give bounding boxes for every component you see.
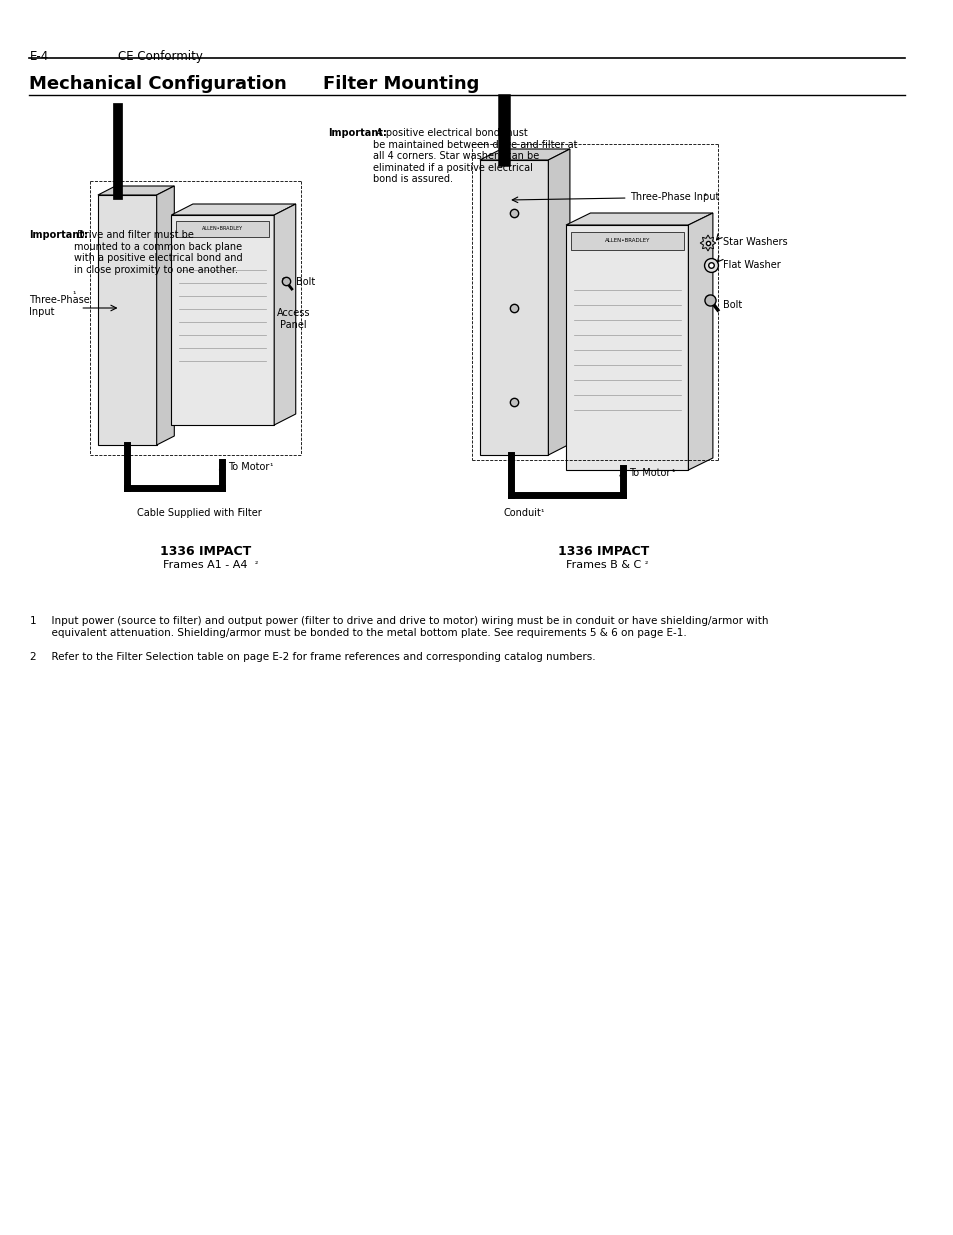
Text: E-4: E-4 [30,49,49,63]
Polygon shape [479,149,569,161]
Text: Refer to the Filter Selection table on page E-2 for frame references and corresp: Refer to the Filter Selection table on p… [45,652,595,662]
Text: Three-Phase
Input: Three-Phase Input [30,295,90,316]
Text: ¹: ¹ [540,508,543,517]
Polygon shape [565,225,688,471]
Text: ¹: ¹ [269,462,273,471]
Polygon shape [565,212,712,225]
Text: 1336 IMPACT: 1336 IMPACT [160,545,251,558]
Text: ¹: ¹ [702,191,706,201]
Text: Drive and filter must be
mounted to a common back plane
with a positive electric: Drive and filter must be mounted to a co… [74,230,243,275]
Polygon shape [98,186,174,195]
Bar [570,232,682,249]
Text: ¹: ¹ [72,290,75,299]
Text: To Motor: To Motor [228,462,270,472]
Text: Bolt: Bolt [722,300,741,310]
Text: Input power (source to filter) and output power (filter to drive and drive to mo: Input power (source to filter) and outpu… [45,616,768,637]
Text: Bolt: Bolt [295,277,314,287]
Text: 2: 2 [30,652,36,662]
Polygon shape [688,212,712,471]
Polygon shape [548,149,569,454]
Polygon shape [700,235,715,251]
Text: Mechanical Configuration: Mechanical Configuration [30,75,287,93]
Polygon shape [479,161,548,454]
Text: ¹: ¹ [236,508,240,517]
Bar [176,221,269,237]
Text: A positive electrical bond must
be maintained between drive and filter at
all 4 : A positive electrical bond must be maint… [373,128,577,184]
Text: ²: ² [254,559,257,569]
Polygon shape [172,204,295,215]
Text: Filter Mounting: Filter Mounting [323,75,479,93]
Text: Star Washers: Star Washers [722,237,786,247]
Text: 1336 IMPACT: 1336 IMPACT [558,545,649,558]
Text: Three-Phase Input: Three-Phase Input [629,191,719,203]
Text: Access
Panel: Access Panel [276,308,310,330]
Text: Frames A1 - A4: Frames A1 - A4 [163,559,248,571]
Text: ALLEN•BRADLEY: ALLEN•BRADLEY [202,226,243,231]
Polygon shape [98,195,156,445]
Text: To Motor: To Motor [628,468,669,478]
Text: ²: ² [644,559,647,569]
Text: CE Conformity: CE Conformity [117,49,202,63]
Text: Important:: Important: [328,128,387,138]
Text: 1: 1 [30,616,36,626]
Text: Flat Washer: Flat Washer [722,261,780,270]
Text: Important:: Important: [30,230,89,240]
Text: Frames B & C: Frames B & C [565,559,640,571]
Text: ALLEN•BRADLEY: ALLEN•BRADLEY [604,238,649,243]
Text: ¹: ¹ [671,468,675,477]
Polygon shape [156,186,174,445]
Text: Cable Supplied with Filter: Cable Supplied with Filter [137,508,261,517]
Polygon shape [274,204,295,425]
Polygon shape [172,215,274,425]
Text: Conduit: Conduit [503,508,540,517]
